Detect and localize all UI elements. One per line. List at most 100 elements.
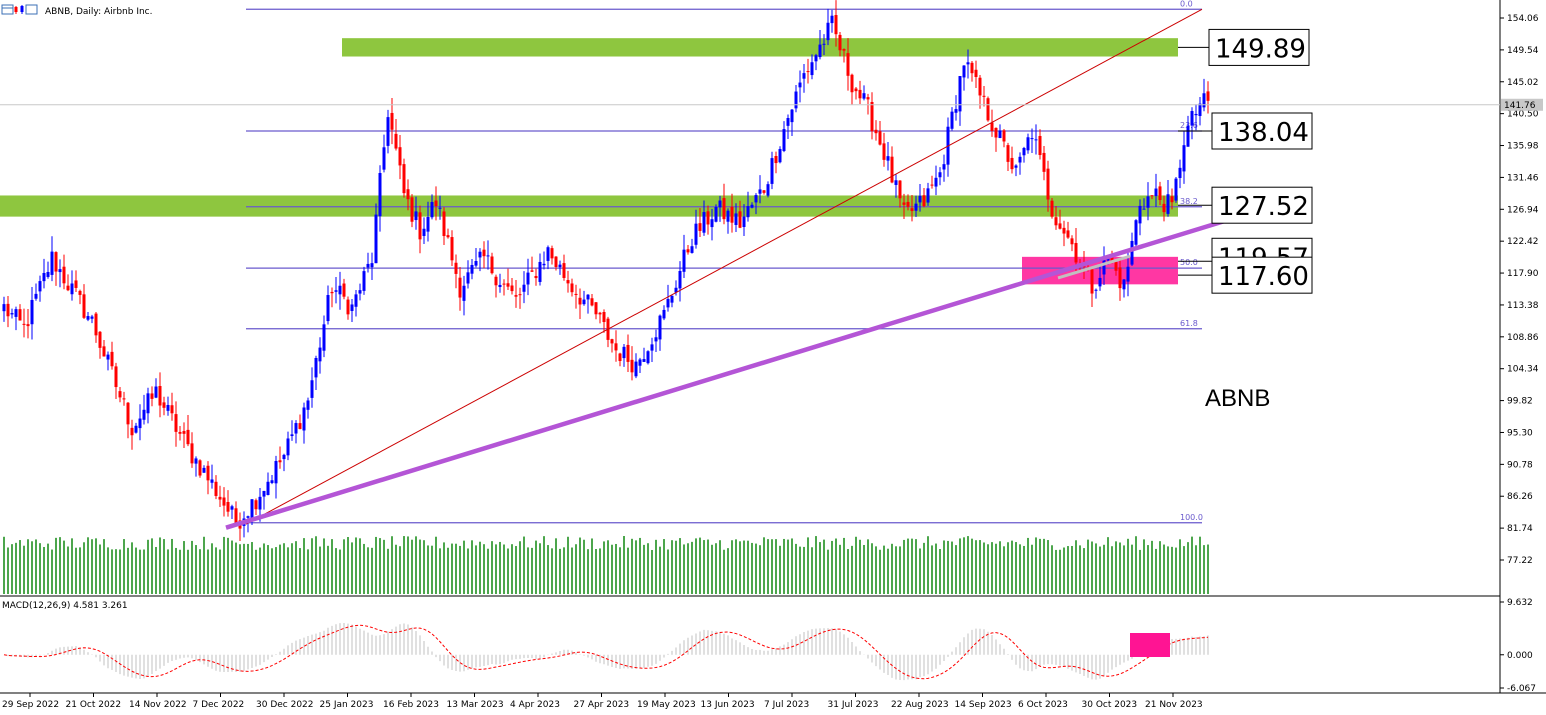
candle-body xyxy=(942,164,946,170)
candle-body xyxy=(734,213,738,225)
candle-body xyxy=(846,53,850,76)
candle-body xyxy=(466,272,470,284)
candle-body xyxy=(894,180,898,185)
current-price-badge xyxy=(1501,98,1543,111)
candle-body xyxy=(614,343,618,351)
candle-body xyxy=(26,324,30,327)
candle-body xyxy=(838,34,842,51)
candle-body xyxy=(230,506,234,510)
candle-body xyxy=(858,89,862,99)
candle-body xyxy=(450,237,454,261)
candle-body xyxy=(618,353,622,361)
zone-band xyxy=(342,38,1178,57)
candle-body xyxy=(202,467,206,473)
candle-body xyxy=(622,346,626,359)
candle-body xyxy=(878,131,882,145)
candle-body xyxy=(330,291,334,294)
macd-signal-line xyxy=(3,624,1209,680)
candle-body xyxy=(78,290,82,295)
candle-body xyxy=(258,496,262,510)
candle-body xyxy=(590,298,594,306)
candle-body xyxy=(802,73,806,79)
macd-tick-label: 0.000 xyxy=(1507,651,1533,661)
candle-body xyxy=(1162,203,1166,213)
candle-body xyxy=(598,312,602,315)
candle-body xyxy=(990,122,994,131)
candle-body xyxy=(50,251,54,275)
candle-body xyxy=(94,313,98,336)
candle-body xyxy=(1038,135,1042,156)
price-tick-label: 104.34 xyxy=(1507,365,1539,375)
candle-body xyxy=(634,361,638,377)
candle-body xyxy=(1146,196,1150,208)
price-tick-label: 113.38 xyxy=(1507,301,1539,311)
candle-body xyxy=(1130,240,1134,265)
candle-body xyxy=(338,285,342,295)
candle-body xyxy=(710,219,714,228)
candle-body xyxy=(902,202,906,205)
candle-body xyxy=(102,346,106,357)
candle-body xyxy=(22,323,26,325)
time-tick-label: 29 Sep 2022 xyxy=(2,700,59,710)
candle-body xyxy=(866,97,870,100)
candle-body xyxy=(386,117,390,146)
candle-body xyxy=(502,283,506,285)
candle-body xyxy=(350,304,354,311)
candle-body xyxy=(1022,147,1026,156)
candle-body xyxy=(834,15,838,35)
candle-body xyxy=(118,391,122,398)
candle-body xyxy=(1102,258,1106,275)
candle-body xyxy=(738,211,742,228)
candle-body xyxy=(282,454,286,460)
chart-title: ABNB, Daily: Airbnb Inc. xyxy=(45,7,153,17)
candle-body xyxy=(762,190,766,193)
macd-layer: MACD(12,26,9) 4.581 3.261 9.632 0.000 -6.06… xyxy=(2,598,1536,694)
candle-body xyxy=(662,309,666,319)
candle-body xyxy=(190,443,194,464)
candle-body xyxy=(982,95,986,97)
time-tick-label: 21 Oct 2022 xyxy=(66,700,122,710)
candle-body xyxy=(1158,186,1162,201)
candle-body xyxy=(722,198,726,220)
candle-body xyxy=(278,460,282,463)
time-tick-label: 13 Mar 2023 xyxy=(447,700,504,710)
time-tick-label: 30 Dec 2022 xyxy=(256,700,314,710)
candle-body xyxy=(14,309,18,317)
candle-body xyxy=(774,155,778,164)
candle-body xyxy=(2,304,6,312)
candle-body xyxy=(542,263,546,266)
candle-body xyxy=(106,354,110,360)
candle-body xyxy=(418,212,422,240)
zones-layer xyxy=(0,38,1178,285)
candle-body xyxy=(562,263,566,278)
price-tick-label: 131.46 xyxy=(1507,173,1539,183)
candle-body xyxy=(290,434,294,437)
candle-body xyxy=(1070,238,1074,245)
candle-body xyxy=(750,204,754,208)
time-tick-label: 14 Nov 2022 xyxy=(129,700,187,710)
time-tick-label: 19 May 2023 xyxy=(637,700,696,710)
chart-window-icon xyxy=(1,4,14,15)
zone-band xyxy=(0,195,1178,217)
candle-body xyxy=(250,499,254,520)
candle-body xyxy=(462,285,466,301)
candle-body xyxy=(694,223,698,245)
candle-body xyxy=(162,402,166,408)
candle-body xyxy=(174,414,178,432)
time-tick-label: 14 Sep 2023 xyxy=(955,700,1012,710)
candle-body xyxy=(650,344,654,351)
candle-body xyxy=(682,249,686,272)
candle-body xyxy=(226,501,230,512)
candle-body xyxy=(786,118,790,126)
candle-body xyxy=(150,393,154,399)
candle-body xyxy=(1066,230,1070,238)
candle-body xyxy=(1122,279,1126,290)
candle-body xyxy=(170,405,174,414)
candle-body xyxy=(538,261,542,282)
candle-body xyxy=(970,62,974,74)
time-tick-label: 21 Nov 2023 xyxy=(1145,700,1203,710)
candle-body xyxy=(814,55,818,62)
price-level-label: 127.52 xyxy=(1218,192,1309,222)
